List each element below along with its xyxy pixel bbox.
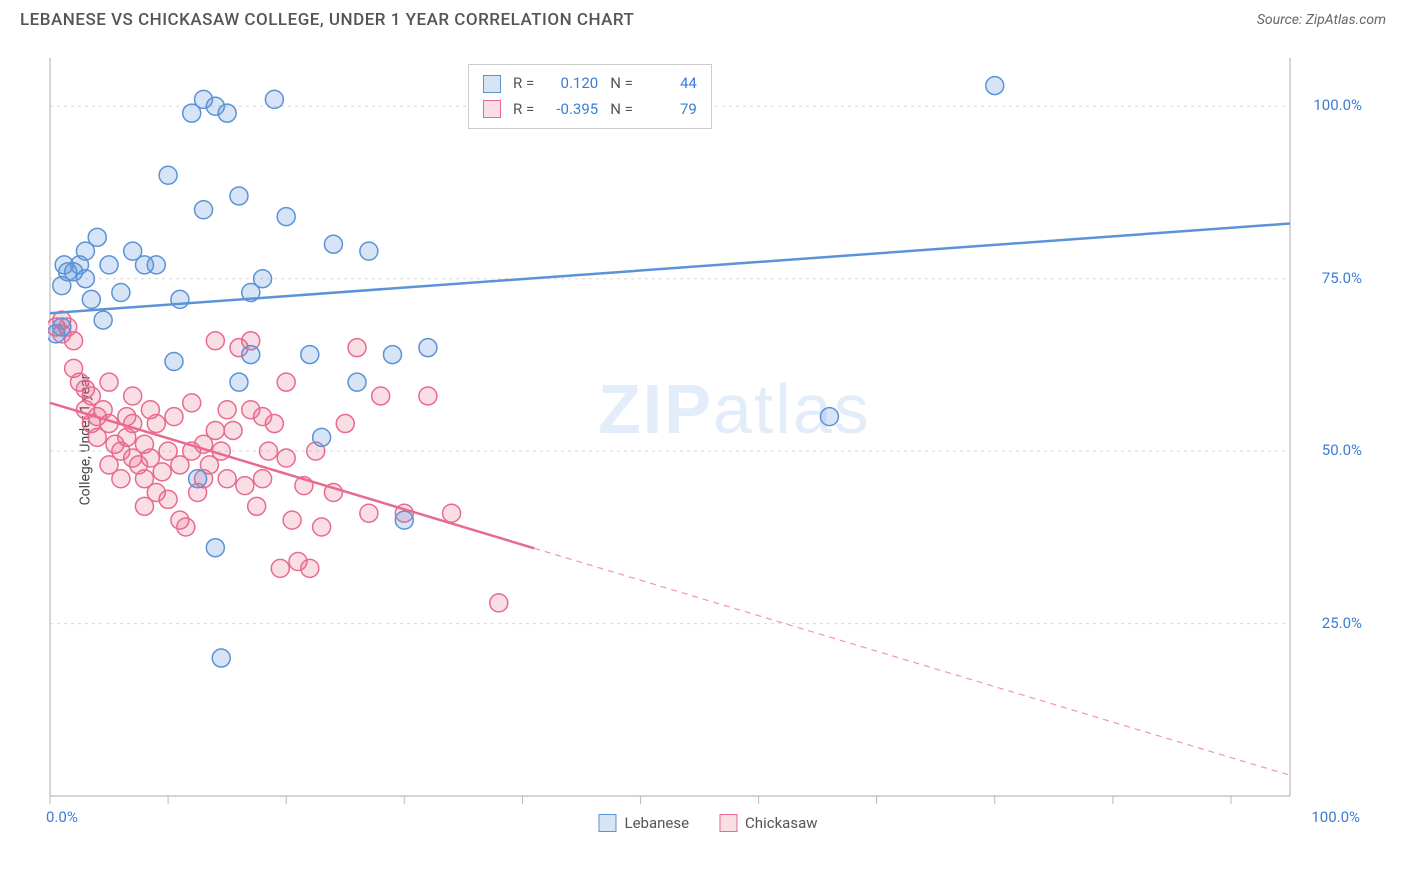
chart-area: College, Under 1 year ZIPatlas R = 0.120… xyxy=(48,50,1368,830)
chart-title: LEBANESE VS CHICKASAW COLLEGE, UNDER 1 Y… xyxy=(20,10,634,30)
lebanese-n-value: 44 xyxy=(641,71,697,97)
x-tick-label-100: 100.0% xyxy=(1311,808,1360,826)
chickasaw-n-value: 79 xyxy=(641,97,697,123)
legend-item-lebanese: Lebanese xyxy=(598,814,689,832)
series-legend: Lebanese Chickasaw xyxy=(598,814,817,832)
correlation-legend: R = 0.120 N = 44 R = -0.395 N = 79 xyxy=(468,64,712,129)
legend-item-chickasaw: Chickasaw xyxy=(719,814,817,832)
chickasaw-swatch-icon xyxy=(483,100,501,118)
y-tick-label: 75.0% xyxy=(1322,269,1362,287)
y-tick-label: 25.0% xyxy=(1322,614,1362,632)
lebanese-swatch-icon xyxy=(598,814,616,832)
chart-source: Source: ZipAtlas.com xyxy=(1257,12,1386,28)
lebanese-r-value: 0.120 xyxy=(542,71,598,97)
r-label: R = xyxy=(513,97,534,123)
y-tick-label: 100.0% xyxy=(1313,96,1362,114)
chickasaw-r-value: -0.395 xyxy=(542,97,598,123)
x-tick-label-0: 0.0% xyxy=(46,808,78,826)
scatter-plot xyxy=(48,50,1368,830)
y-tick-label: 50.0% xyxy=(1322,441,1362,459)
legend-row-lebanese: R = 0.120 N = 44 xyxy=(483,71,697,97)
lebanese-swatch-icon xyxy=(483,75,501,93)
r-label: R = xyxy=(513,71,534,97)
n-label: N = xyxy=(610,97,633,123)
lebanese-label: Lebanese xyxy=(624,814,689,832)
chickasaw-swatch-icon xyxy=(719,814,737,832)
n-label: N = xyxy=(610,71,633,97)
legend-row-chickasaw: R = -0.395 N = 79 xyxy=(483,97,697,123)
chickasaw-label: Chickasaw xyxy=(745,814,817,832)
